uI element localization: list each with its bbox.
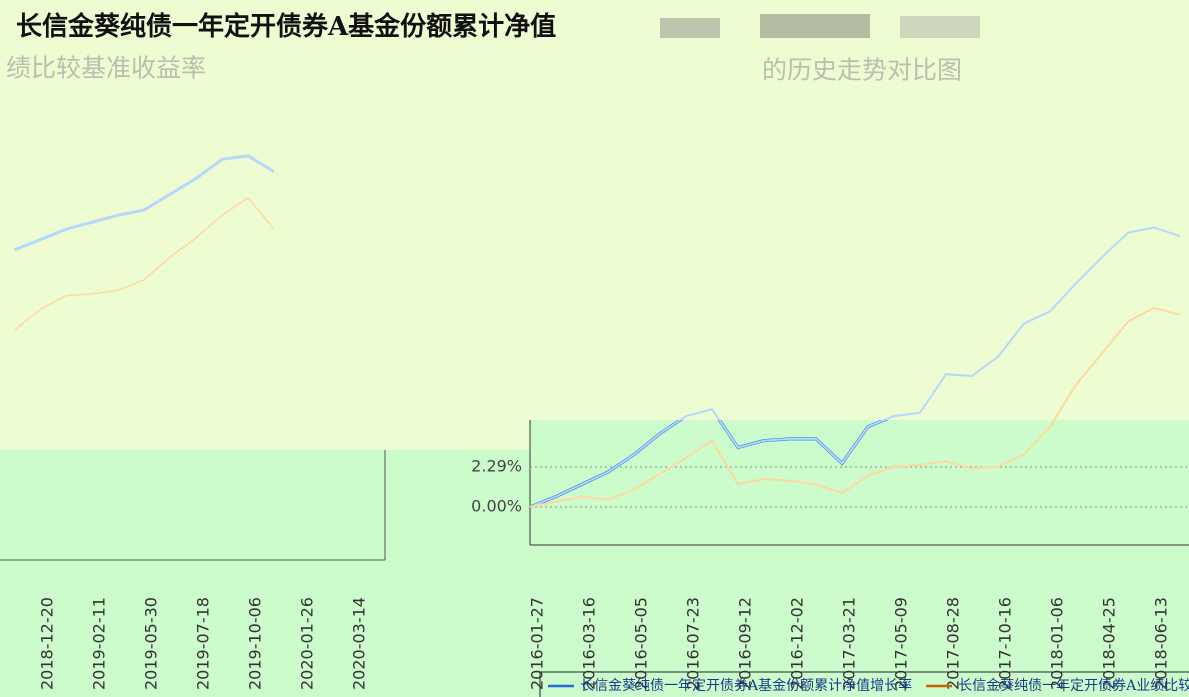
chart-subtitle: 绩比较基准收益率: [6, 54, 206, 83]
y-tick-label: 0.00%: [471, 496, 522, 515]
legend-label: 长信金葵纯债一年定开债券A业绩比较基准收益率: [958, 677, 1189, 694]
x-tick-label: 2016-09-12: [736, 597, 755, 690]
glitch: [660, 18, 720, 38]
x-tick-label: 2016-12-02: [788, 597, 807, 690]
x-tick-label: 2020-01-26: [298, 597, 317, 690]
y-tick-label: 2.29%: [471, 456, 522, 475]
x-tick-label: 2020-03-14: [350, 597, 369, 690]
x-tick-label: 2019-02-11: [90, 597, 109, 690]
x-tick-label: 2018-01-06: [1048, 597, 1067, 690]
x-tick-label: 2017-08-28: [944, 597, 963, 690]
glitch: [900, 16, 980, 38]
x-tick-label: 2018-06-13: [1152, 597, 1171, 690]
glitch: [760, 14, 870, 38]
x-tick-label: 2016-03-16: [580, 597, 599, 690]
chart-title: 长信金葵纯债一年定开债券A基金份额累计净值: [16, 11, 556, 42]
x-tick-label: 2016-07-23: [684, 597, 703, 690]
x-tick-label: 2017-05-09: [892, 597, 911, 690]
x-tick-label: 2019-10-06: [246, 597, 265, 690]
chart: 长信金葵纯债一年定开债券A基金份额累计净值 绩比较基准收益率 的历史走势对比图 …: [0, 0, 1189, 697]
x-tick-label: 2017-10-16: [996, 597, 1015, 690]
chart-subtitle: 的历史走势对比图: [762, 56, 962, 85]
legend-label: 长信金葵纯债一年定开债券A基金份额累计净值增长率: [580, 677, 912, 694]
x-tick-label: 2016-01-27: [528, 597, 547, 690]
x-tick-label: 2017-03-21: [840, 597, 859, 690]
x-tick-label: 2019-05-30: [142, 597, 161, 690]
x-tick-label: 2016-05-05: [632, 597, 651, 690]
x-tick-label: 2018-12-20: [38, 597, 57, 690]
x-tick-label: 2019-07-18: [194, 597, 213, 690]
x-tick-label: 2018-04-25: [1100, 597, 1119, 690]
